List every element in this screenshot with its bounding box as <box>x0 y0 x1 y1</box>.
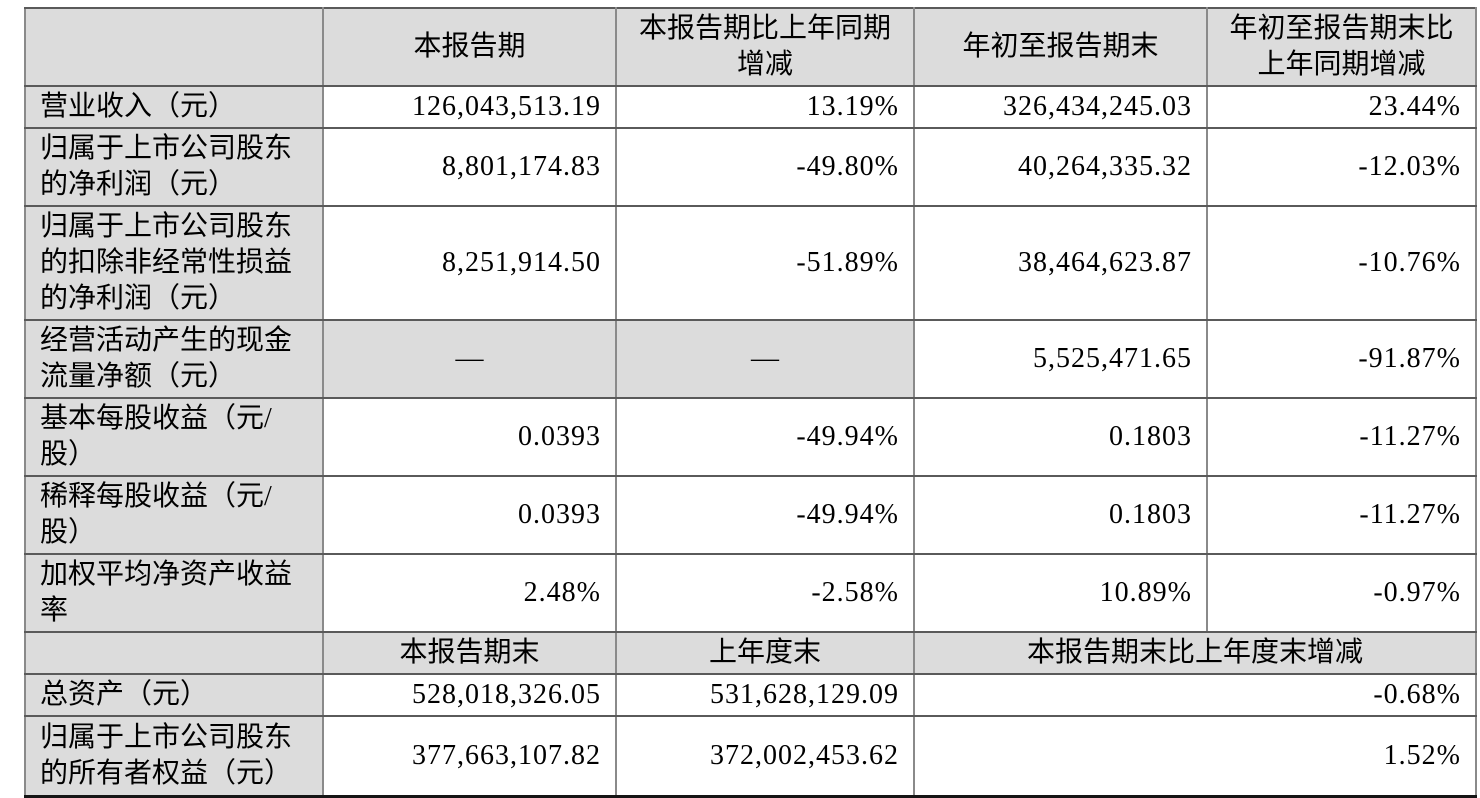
table-row: 经营活动产生的现金流量净额（元） — — 5,525,471.65 -91.87… <box>24 319 1477 399</box>
table-row: 加权平均净资产收益率 2.48% -2.58% 10.89% -0.97% <box>24 553 1477 633</box>
cell-value: 0.0393 <box>322 397 617 477</box>
cell-value: 5,525,471.65 <box>913 319 1208 399</box>
cell-value: -11.27% <box>1206 475 1477 555</box>
column-header-current-period: 本报告期 <box>322 7 617 87</box>
column-header-ytd-yoy-change: 年初至报告期末比上年同期增减 <box>1206 7 1477 87</box>
cell-value: -49.80% <box>615 127 915 207</box>
row-label: 总资产（元） <box>24 673 324 717</box>
row-label: 归属于上市公司股东的净利润（元） <box>24 127 324 207</box>
cell-value: -11.27% <box>1206 397 1477 477</box>
table-row: 归属于上市公司股东的净利润（元） 8,801,174.83 -49.80% 40… <box>24 127 1477 207</box>
cell-value-merged: 1.52% <box>913 715 1477 797</box>
cell-value: -91.87% <box>1206 319 1477 399</box>
table-row: 基本每股收益（元/股） 0.0393 -49.94% 0.1803 -11.27… <box>24 397 1477 477</box>
cell-value: 531,628,129.09 <box>615 673 915 717</box>
row-label: 营业收入（元） <box>24 85 324 129</box>
cell-value: 0.0393 <box>322 475 617 555</box>
cell-value: 23.44% <box>1206 85 1477 129</box>
cell-value-empty-dash: — <box>322 319 617 399</box>
cell-value: -49.94% <box>615 475 915 555</box>
row-label: 归属于上市公司股东的所有者权益（元） <box>24 715 324 797</box>
cell-value: 38,464,623.87 <box>913 205 1208 321</box>
column-header-prior-year-end: 上年度末 <box>615 631 915 675</box>
corner-cell <box>24 631 324 675</box>
row-label: 稀释每股收益（元/股） <box>24 475 324 555</box>
cell-value: 8,801,174.83 <box>322 127 617 207</box>
cell-value: -51.89% <box>615 205 915 321</box>
cell-value: -10.76% <box>1206 205 1477 321</box>
cell-value: 0.1803 <box>913 397 1208 477</box>
row-label: 经营活动产生的现金流量净额（元） <box>24 319 324 399</box>
table-header-row-2: 本报告期末 上年度末 本报告期末比上年度末增减 <box>24 631 1477 675</box>
cell-value: 0.1803 <box>913 475 1208 555</box>
financial-summary-table: 本报告期 本报告期比上年同期增减 年初至报告期末 年初至报告期末比上年同期增减 … <box>24 7 1477 798</box>
cell-value: -2.58% <box>615 553 915 633</box>
column-header-ytd: 年初至报告期末 <box>913 7 1208 87</box>
row-label: 加权平均净资产收益率 <box>24 553 324 633</box>
cell-value: 8,251,914.50 <box>322 205 617 321</box>
cell-value-empty-dash: — <box>615 319 915 399</box>
cell-value: 372,002,453.62 <box>615 715 915 797</box>
cell-value: 528,018,326.05 <box>322 673 617 717</box>
cell-value-merged: -0.68% <box>913 673 1477 717</box>
cell-value: 326,434,245.03 <box>913 85 1208 129</box>
table-row: 归属于上市公司股东的所有者权益（元） 377,663,107.82 372,00… <box>24 715 1477 797</box>
table-row: 总资产（元） 528,018,326.05 531,628,129.09 -0.… <box>24 673 1477 717</box>
row-label: 基本每股收益（元/股） <box>24 397 324 477</box>
cell-value: 13.19% <box>615 85 915 129</box>
cell-value: -49.94% <box>615 397 915 477</box>
cell-value: -12.03% <box>1206 127 1477 207</box>
cell-value: -0.97% <box>1206 553 1477 633</box>
cell-value: 377,663,107.82 <box>322 715 617 797</box>
table-row: 归属于上市公司股东的扣除非经常性损益的净利润（元） 8,251,914.50 -… <box>24 205 1477 321</box>
table-header-row-1: 本报告期 本报告期比上年同期增减 年初至报告期末 年初至报告期末比上年同期增减 <box>24 7 1477 87</box>
cell-value: 126,043,513.19 <box>322 85 617 129</box>
corner-cell <box>24 7 324 87</box>
cell-value: 40,264,335.32 <box>913 127 1208 207</box>
column-header-period-end: 本报告期末 <box>322 631 617 675</box>
table-row: 营业收入（元） 126,043,513.19 13.19% 326,434,24… <box>24 85 1477 129</box>
column-header-yoy-change: 本报告期比上年同期增减 <box>615 7 915 87</box>
column-header-period-end-change: 本报告期末比上年度末增减 <box>913 631 1477 675</box>
row-label: 归属于上市公司股东的扣除非经常性损益的净利润（元） <box>24 205 324 321</box>
table-row: 稀释每股收益（元/股） 0.0393 -49.94% 0.1803 -11.27… <box>24 475 1477 555</box>
cell-value: 10.89% <box>913 553 1208 633</box>
cell-value: 2.48% <box>322 553 617 633</box>
